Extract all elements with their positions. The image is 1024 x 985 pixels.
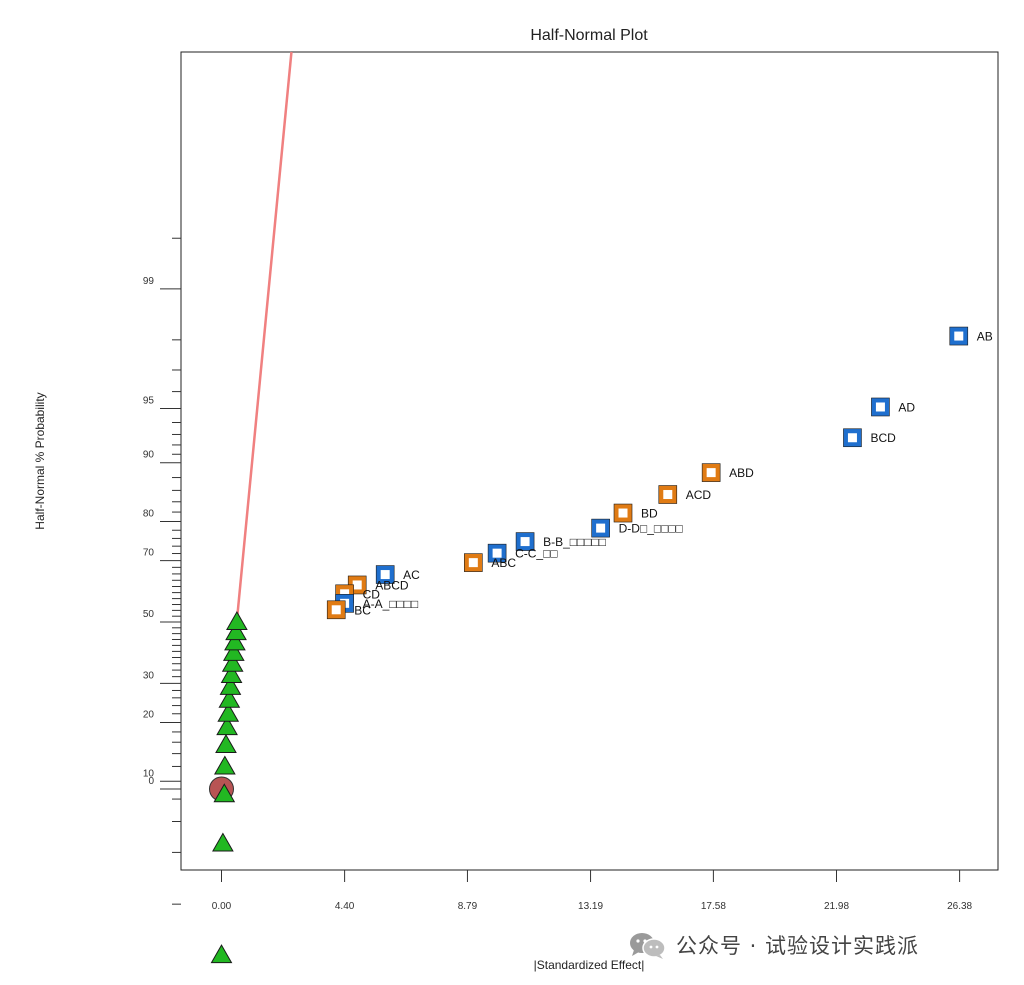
error-triangle	[226, 610, 248, 630]
error-points-layer	[209, 610, 248, 964]
y-tick-label: 95	[143, 396, 155, 407]
x-axis-ticks: 0.00 4.40 8.79 13.19 17.58 21.98 26.38	[212, 870, 973, 912]
effect-label: A-A_□□□□	[363, 597, 419, 611]
effect-label: BCD	[870, 431, 896, 445]
effect-marker-inner	[331, 605, 341, 615]
watermark: 公众号 · 试验设计实践派	[628, 928, 919, 962]
error-triangle	[222, 641, 245, 661]
effect-label: D-D□_□□□□	[619, 522, 683, 536]
effect-label: ACD	[686, 488, 712, 502]
y-tick-label: 10	[143, 768, 155, 779]
effect-marker-inner	[520, 537, 530, 547]
x-tick-label: 21.98	[824, 901, 849, 912]
error-triangle	[219, 675, 242, 695]
effect-marker-inner	[340, 589, 350, 599]
error-triangle	[212, 832, 234, 852]
x-axis-label: |Standardized Effect|	[534, 958, 645, 972]
effect-label: AD	[898, 400, 915, 414]
x-tick-label: 17.58	[701, 901, 726, 912]
fit-line-layer	[235, 51, 293, 621]
y-tick-label: 70	[143, 548, 155, 559]
fit-line	[235, 51, 293, 621]
effect-label: AC	[403, 568, 420, 582]
plot-frame	[180, 51, 999, 871]
effect-label: ABD	[729, 466, 754, 480]
error-triangle	[216, 716, 238, 736]
y-tick-label: 90	[143, 450, 155, 461]
error-triangle	[217, 702, 240, 722]
effect-label: CD	[363, 587, 381, 601]
x-tick-label: 13.19	[578, 901, 603, 912]
error-triangle	[215, 733, 237, 753]
effect-marker-inner	[706, 468, 716, 478]
x-tick-label: 8.79	[458, 901, 478, 912]
watermark-text: 公众号 · 试验设计实践派	[676, 934, 920, 958]
x-tick-label: 26.38	[947, 901, 972, 912]
effect-marker-inner	[596, 523, 606, 533]
effect-label: C-C_□□	[515, 547, 558, 561]
effect-label: ABCD	[375, 578, 409, 592]
effect-marker-inner	[468, 558, 478, 568]
error-triangle	[213, 755, 236, 775]
y-tick-label: 0	[148, 776, 154, 787]
y-axis-label: Half-Normal % Probability	[33, 392, 47, 529]
y-tick-label: 80	[143, 508, 155, 519]
chart-title: Half-Normal Plot	[530, 27, 648, 44]
effect-label: ABC	[491, 556, 516, 570]
y-tick-label: 20	[143, 710, 155, 721]
y-tick-label: 99	[143, 276, 155, 287]
error-triangle	[224, 631, 246, 651]
effect-label: B-B_□□□□□	[543, 535, 606, 549]
effect-marker-inner	[663, 490, 673, 500]
error-triangle	[213, 783, 236, 803]
wechat-icon	[630, 933, 666, 959]
effect-marker-inner	[492, 548, 502, 558]
error-triangle	[225, 621, 247, 641]
error-triangle	[221, 652, 244, 672]
effect-label: BD	[641, 507, 658, 521]
effect-label: BC	[354, 603, 371, 617]
effect-marker-inner	[618, 508, 628, 518]
x-tick-label: 4.40	[335, 901, 355, 912]
effect-marker-inner	[352, 580, 362, 590]
error-triangle	[220, 663, 243, 683]
y-tick-label: 30	[143, 670, 155, 681]
error-triangle	[210, 944, 233, 964]
effect-marker-inner	[954, 331, 964, 341]
effect-points-layer: ABADBCDABDACDBDD-D□_□□□□B-B_□□□□□C-C_□□A…	[326, 326, 993, 620]
effect-marker-inner	[847, 433, 857, 443]
x-tick-label: 0.00	[212, 901, 232, 912]
y-tick-label: 50	[143, 609, 155, 620]
error-triangle	[218, 688, 241, 708]
effect-label: AB	[977, 330, 993, 344]
effect-marker-inner	[875, 402, 885, 412]
y-axis-ticks: 010 20 30 50 70 80 90 95 99	[143, 237, 181, 905]
effect-marker-inner	[380, 570, 390, 580]
